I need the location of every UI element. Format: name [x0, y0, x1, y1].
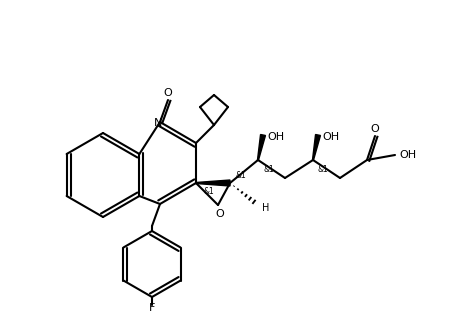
Text: OH: OH [399, 150, 417, 160]
Text: O: O [163, 88, 172, 98]
Text: O: O [370, 124, 380, 134]
Text: OH: OH [323, 132, 340, 142]
Text: O: O [216, 209, 224, 219]
Text: &1: &1 [235, 171, 246, 180]
Text: OH: OH [267, 132, 285, 142]
Polygon shape [196, 180, 230, 186]
Text: &1: &1 [204, 186, 215, 195]
Text: &1: &1 [318, 166, 329, 175]
Text: N: N [154, 118, 162, 128]
Text: F: F [149, 303, 155, 313]
Text: &1: &1 [263, 166, 274, 175]
Polygon shape [313, 135, 321, 160]
Text: H: H [262, 203, 270, 213]
Polygon shape [257, 135, 266, 160]
